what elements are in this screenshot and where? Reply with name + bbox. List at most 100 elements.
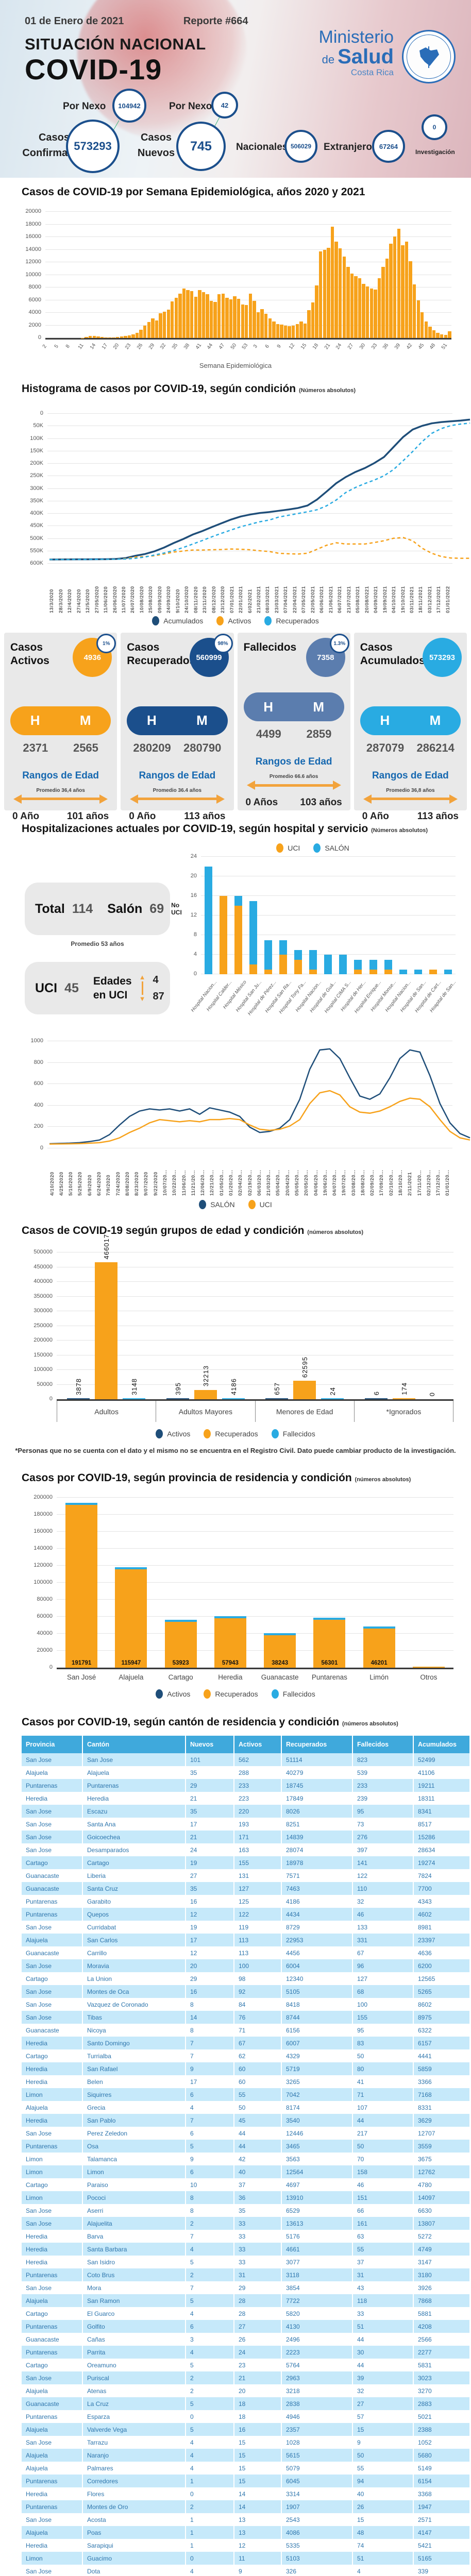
age-max: 101 años	[66, 810, 109, 822]
casos-confirmados-bubble: 573293	[66, 120, 120, 173]
cell-value: 8251	[281, 1818, 353, 1831]
cell-value: 98	[234, 1972, 282, 1985]
cell-value: 21	[234, 2371, 282, 2384]
province-chart-categories: San José Alajuela Cartago Heredia Guanacaste…	[57, 1668, 453, 1683]
x-tick: 02/19/20...	[245, 1150, 255, 1196]
cell-value: 5265	[413, 1985, 470, 1998]
x-tick-label: 07/04/2021	[283, 586, 289, 613]
cell-value: 4602	[413, 1908, 470, 1921]
cell-canton: Santa Ana	[82, 1818, 186, 1831]
x-tick: 12/5/2020	[83, 566, 92, 613]
fallecidos-legend-dot	[271, 1689, 279, 1699]
x-tick	[61, 340, 65, 355]
category-label: Adultos	[57, 1401, 157, 1422]
x-tick	[213, 340, 217, 355]
cell-value: 51	[352, 2320, 414, 2333]
cell-provincia: Puntarenas	[22, 1908, 83, 1921]
table-row: Puntarenas Osa 5 44 3465 50 3559	[22, 2140, 470, 2153]
salon-segment	[279, 940, 288, 955]
cell-value: 8026	[281, 1805, 353, 1818]
week-bar	[182, 289, 186, 338]
activos-legend-dot	[216, 616, 224, 625]
cell-value: 397	[352, 1843, 414, 1856]
cell-value: 4130	[281, 2320, 353, 2333]
x-tick: 6	[264, 340, 272, 355]
province-total-label: 56301	[321, 1660, 338, 1666]
table-row: Heredia Santo Domingo 7 67 6007 83 6157	[22, 2037, 470, 2049]
x-tick: 51	[441, 340, 448, 355]
x-tick: 05/08/2021	[354, 566, 362, 613]
cell-value: 33	[352, 2307, 414, 2320]
y-tick-label: 0	[40, 410, 43, 416]
table-row: Puntarenas Montes de Oro 2 14 1907 26 1947	[22, 2500, 470, 2513]
m-label: M	[79, 713, 91, 728]
cell-value: 2	[186, 2384, 234, 2397]
cell-canton: Alajuelita	[82, 2217, 186, 2230]
column-header-nuevos: Nuevos	[186, 1736, 234, 1753]
y-tick-label: 200	[33, 1123, 43, 1130]
week-bar	[323, 249, 327, 338]
table-row: Alajuela Naranjo 4 15 5615 50 5680	[22, 2449, 470, 2462]
histogram-plot: 0 50K 100K 150K 200K 250K 300K 350K 400K 450K 500K…	[30, 406, 470, 566]
x-tick: 12/06/20...	[198, 1150, 208, 1196]
line-series	[49, 537, 470, 561]
x-tick: 05/04/20...	[274, 1150, 283, 1196]
cell-value: 92	[234, 1985, 282, 1998]
card-title-line1: Casos	[10, 641, 43, 653]
salon-segment	[264, 940, 273, 970]
cell-value: 76	[234, 2011, 282, 2024]
week-bar	[131, 334, 135, 338]
x-tick-label: 22/05/2021	[310, 586, 316, 613]
cell-value: 539	[352, 1766, 414, 1779]
x-tick: 50	[230, 340, 238, 355]
y-tick-label: 350K	[30, 497, 43, 504]
cell-value: 31	[234, 2268, 282, 2281]
activos-bar	[67, 1398, 90, 1399]
cell-value: 5	[186, 2359, 234, 2371]
table-row: San Jose Goicoechea 21 171 14839 276 15286	[22, 1831, 470, 1843]
x-tick: 5/25/2020	[76, 1150, 85, 1196]
salon-segment	[444, 969, 452, 974]
uci-segment	[220, 896, 228, 974]
x-tick: 17/11/20...	[415, 1150, 424, 1196]
gridline: 20000	[25, 208, 451, 214]
hospital-bar	[324, 955, 332, 974]
bar-slot: 3878	[67, 1252, 90, 1399]
x-tick-label: 05/05/20...	[294, 1170, 300, 1196]
age-max: 113 años	[417, 810, 459, 822]
table-row: San Jose San Jose 101 562 51114 823 52499	[22, 1753, 470, 1766]
cell-value: 6	[186, 2320, 234, 2333]
arrow-line	[255, 784, 333, 787]
y-tick-label: 80000	[37, 1596, 53, 1602]
cell-canton: Valverde Vega	[82, 2423, 186, 2436]
week-bar	[108, 337, 112, 338]
canton-table-section: Casos por COVID-19, según cantón de resi…	[0, 1699, 471, 2576]
fallecidos-cap	[363, 1626, 395, 1629]
cell-provincia: Puntarenas	[22, 2475, 83, 2487]
cell-value: 14839	[281, 1831, 353, 1843]
x-tick	[120, 340, 124, 355]
cell-value: 80	[352, 2062, 414, 2075]
cell-value: 9	[234, 2565, 282, 2576]
cell-provincia: San Jose	[22, 2371, 83, 2384]
cell-value: 15	[352, 2513, 414, 2526]
week-bar	[92, 335, 96, 338]
arrow-right	[216, 794, 225, 804]
cell-provincia: San Jose	[22, 1753, 83, 1766]
cell-value: 14097	[413, 2191, 470, 2204]
y-tick-label: 450000	[33, 1263, 53, 1270]
hospital-name-label: Hospital Nacion...	[190, 979, 218, 1013]
cell-value: 27	[234, 2320, 282, 2333]
gridline: 0	[38, 334, 451, 341]
x-tick-label: 4/10/2020	[49, 1172, 55, 1196]
cell-value: 3314	[281, 2487, 353, 2500]
cell-value: 44	[352, 2359, 414, 2371]
gridline: 2000	[29, 322, 451, 328]
cell-value: 119	[234, 1921, 282, 1934]
week-bar	[253, 300, 256, 338]
bar-slot: 24	[321, 1252, 344, 1399]
cell-value: 16	[186, 1895, 234, 1908]
cell-canton: Barva	[82, 2230, 186, 2243]
costa-rica-map-icon	[419, 46, 439, 68]
extranjeros-bubble: 67264	[372, 130, 405, 163]
